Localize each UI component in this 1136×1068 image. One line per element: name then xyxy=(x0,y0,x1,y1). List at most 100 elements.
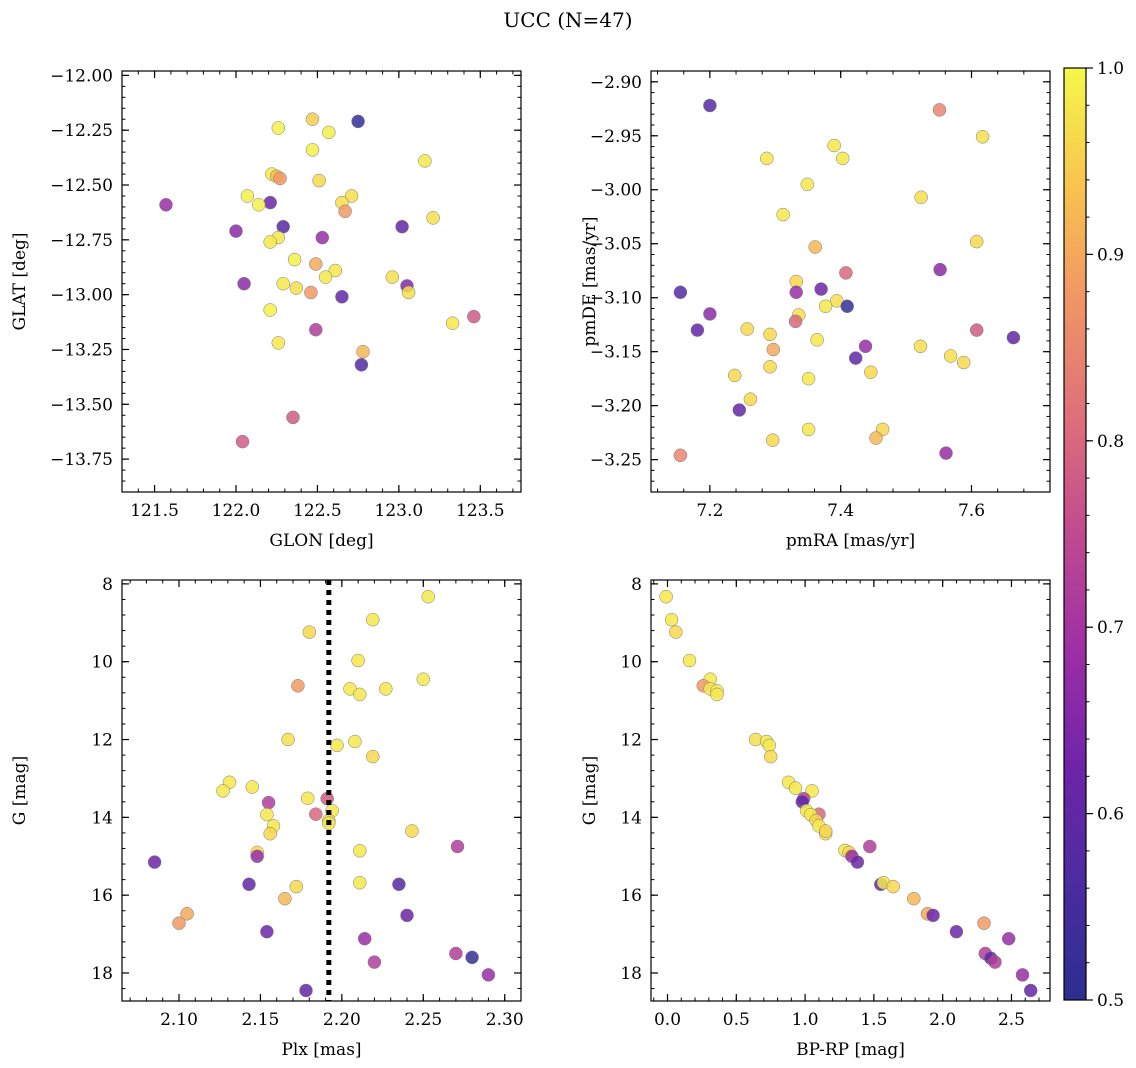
y-tick-label: −3.05 xyxy=(590,235,642,255)
data-point xyxy=(273,171,287,186)
data-point xyxy=(988,955,1002,969)
data-point xyxy=(763,327,777,342)
x-tick-label: 123.0 xyxy=(375,501,424,521)
x-tick-label: 2.15 xyxy=(241,1010,279,1030)
x-tick-label: 2.25 xyxy=(404,1010,442,1030)
y-axis-label: pmDE [mas/yr] xyxy=(580,216,600,346)
x-tick-label: 7.2 xyxy=(696,501,723,521)
x-tick-label: 7.6 xyxy=(958,501,985,521)
colorbar-tick-label: 0.8 xyxy=(1097,432,1124,452)
y-tick-label: −13.75 xyxy=(50,450,113,470)
data-point xyxy=(416,672,431,686)
data-point xyxy=(669,625,683,639)
y-tick-label: 10 xyxy=(620,653,642,673)
y-tick-label: 18 xyxy=(91,964,113,984)
data-point xyxy=(956,355,971,370)
data-point xyxy=(969,323,984,337)
data-point xyxy=(353,687,367,702)
data-point xyxy=(481,968,496,982)
data-point xyxy=(801,371,816,386)
y-tick-label: −3.15 xyxy=(590,343,642,363)
y-tick-label: −12.50 xyxy=(50,176,113,196)
data-point xyxy=(289,281,304,295)
data-point xyxy=(673,285,688,300)
data-point xyxy=(276,276,290,291)
data-point xyxy=(766,342,781,357)
data-point xyxy=(818,824,833,838)
data-point xyxy=(353,844,367,858)
data-point xyxy=(421,589,435,604)
figure-title: UCC (N=47) xyxy=(503,8,633,32)
data-point xyxy=(933,262,947,277)
data-point xyxy=(913,339,928,354)
data-point xyxy=(703,307,717,321)
y-tick-label: −3.20 xyxy=(590,397,642,417)
y-tick-label: −12.75 xyxy=(50,231,113,251)
data-point xyxy=(907,891,921,906)
data-point xyxy=(353,875,367,890)
data-point xyxy=(309,322,323,337)
data-point xyxy=(318,270,333,284)
data-point xyxy=(235,434,250,449)
data-point xyxy=(289,879,304,894)
data-point xyxy=(765,433,780,447)
data-point xyxy=(850,855,865,869)
y-tick-label: 12 xyxy=(91,731,113,751)
data-point xyxy=(949,924,964,939)
data-point xyxy=(263,303,277,317)
data-point xyxy=(788,314,803,329)
data-point xyxy=(322,125,336,140)
data-point xyxy=(740,322,754,336)
data-point xyxy=(252,198,266,212)
y-tick-label: 16 xyxy=(91,886,113,906)
data-point xyxy=(392,877,406,892)
data-point xyxy=(727,368,742,383)
colorbar-tick-label: 0.6 xyxy=(1097,805,1124,825)
points xyxy=(147,589,496,998)
data-point xyxy=(366,612,380,627)
x-axis-label: BP-RP [mag] xyxy=(796,1040,905,1060)
data-point xyxy=(450,839,465,854)
colorbar-tick-label: 1.0 xyxy=(1097,59,1124,79)
data-point xyxy=(338,204,352,219)
y-tick-label: −13.50 xyxy=(50,395,113,415)
colorbar: 0.5 0.6 0.7 0.8 0.9 1.0 xyxy=(1063,59,1124,1011)
data-point xyxy=(788,781,803,795)
data-point xyxy=(418,154,432,168)
data-point xyxy=(287,252,302,267)
axes-frame xyxy=(121,70,522,493)
data-point xyxy=(405,824,419,838)
data-point xyxy=(291,679,305,693)
data-point xyxy=(271,336,286,350)
data-point xyxy=(467,309,481,324)
data-point xyxy=(309,257,323,271)
data-point xyxy=(312,173,326,188)
scatter-panel-2: 7.2 7.4 7.6 −2.90 −2.95 −3.00 −3.05 −3.10 −3.15 −… xyxy=(580,70,1051,551)
y-tick-label: 12 xyxy=(620,731,642,751)
data-point xyxy=(356,344,370,359)
y-axis-label: G [mag] xyxy=(580,756,600,825)
x-tick-label: 2.0 xyxy=(929,1010,956,1030)
data-point xyxy=(808,240,822,254)
data-point xyxy=(839,266,853,280)
data-point xyxy=(335,290,349,304)
data-point xyxy=(354,358,369,372)
data-point xyxy=(300,791,315,806)
data-point xyxy=(305,143,320,157)
data-point xyxy=(664,612,679,627)
data-point xyxy=(732,403,747,417)
y-tick-label: −3.10 xyxy=(590,289,642,309)
data-point xyxy=(465,950,479,965)
data-point xyxy=(760,151,774,166)
data-point xyxy=(260,924,274,939)
y-tick-label: 8 xyxy=(102,575,113,595)
data-point xyxy=(366,749,380,764)
data-point xyxy=(385,270,400,284)
data-point xyxy=(401,285,416,300)
colorbar-gradient xyxy=(1063,67,1087,1001)
axes-frame xyxy=(650,70,1051,493)
data-point xyxy=(827,138,841,153)
x-tick-label: 7.4 xyxy=(827,501,854,521)
points xyxy=(659,589,1038,998)
